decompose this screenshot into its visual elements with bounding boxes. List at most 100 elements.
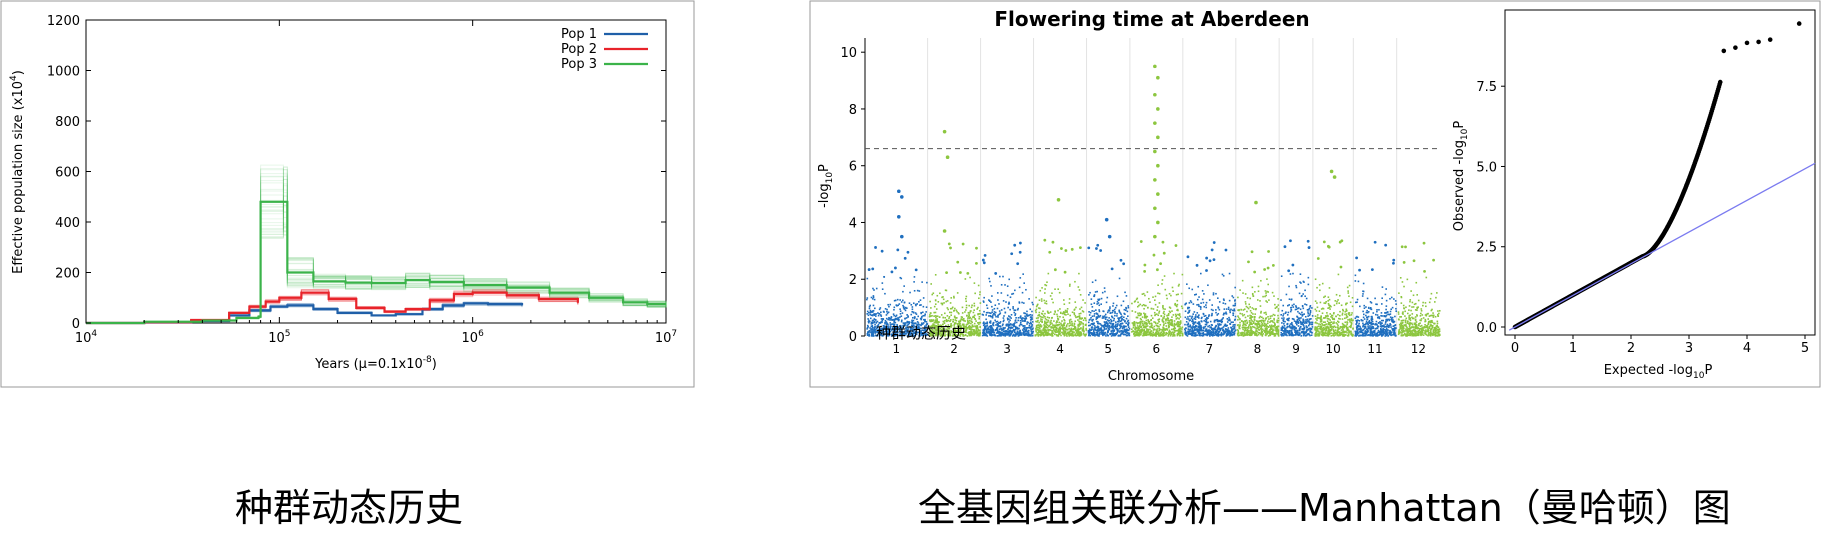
manhattan-point — [1307, 246, 1311, 249]
manhattan-point — [1308, 320, 1310, 322]
manhattan-point — [1110, 312, 1112, 314]
manhattan-point — [951, 307, 953, 310]
manhattan-point — [1191, 328, 1194, 330]
manhattan-point — [920, 332, 922, 335]
manhattan-point — [1302, 280, 1305, 283]
manhattan-point — [1233, 319, 1236, 321]
manhattan-point — [991, 316, 994, 319]
manhattan-point — [943, 334, 945, 337]
manhattan-point — [1167, 323, 1170, 325]
manhattan-point — [1209, 330, 1212, 332]
manhattan-point — [1281, 322, 1283, 324]
manhattan-point — [1114, 324, 1117, 327]
manhattan-point — [1119, 331, 1121, 333]
manhattan-point — [1092, 330, 1095, 333]
manhattan-point — [1110, 335, 1113, 337]
manhattan-point — [988, 299, 991, 302]
manhattan-point — [1108, 328, 1111, 331]
manhattan-point — [1019, 331, 1021, 333]
manhattan-point — [1286, 326, 1288, 329]
manhattan-point — [1030, 330, 1033, 333]
manhattan-point — [1125, 317, 1128, 320]
manhattan-point — [869, 311, 872, 313]
manhattan-point — [1093, 325, 1096, 327]
manhattan-point — [1006, 330, 1008, 333]
manhattan-point — [1069, 322, 1071, 325]
manhattan-point — [986, 335, 989, 337]
manhattan-point — [1214, 330, 1217, 333]
manhattan-point — [943, 329, 945, 331]
manhattan-point — [907, 316, 909, 318]
manhattan-point — [1172, 335, 1174, 337]
manhattan-point — [1044, 326, 1047, 329]
manhattan-point — [1046, 310, 1049, 313]
manhattan-point — [942, 327, 944, 330]
manhattan-point — [935, 324, 938, 327]
manhattan-point — [1261, 335, 1264, 337]
manhattan-point — [1166, 317, 1169, 319]
manhattan-point — [873, 328, 876, 331]
manhattan-point — [1199, 329, 1202, 332]
manhattan-point — [893, 326, 895, 328]
manhattan-point — [959, 335, 962, 337]
manhattan-point — [1010, 327, 1013, 329]
manhattan-point — [1302, 323, 1305, 326]
manhattan-point — [960, 326, 963, 329]
manhattan-point — [1179, 323, 1181, 326]
manhattan-point — [1217, 335, 1220, 337]
manhattan-point — [1074, 280, 1076, 283]
manhattan-point — [1139, 330, 1142, 333]
manhattan-point — [1114, 311, 1116, 313]
manhattan-point — [1296, 323, 1298, 326]
manhattan-point — [899, 325, 901, 327]
manhattan-point — [1051, 330, 1054, 332]
manhattan-point — [894, 315, 897, 318]
manhattan-point — [985, 322, 987, 325]
manhattan-point — [1210, 326, 1212, 328]
manhattan-point — [1291, 323, 1293, 326]
manhattan-point — [1310, 323, 1313, 326]
manhattan-point — [1128, 327, 1131, 330]
manhattan-point — [1045, 329, 1048, 332]
manhattan-point — [1066, 335, 1068, 337]
manhattan-point — [1305, 332, 1307, 334]
manhattan-point — [1074, 329, 1077, 332]
manhattan-point — [1138, 312, 1141, 314]
manhattan-point — [1222, 330, 1225, 332]
manhattan-point — [1342, 331, 1344, 334]
manhattan-point — [1091, 306, 1094, 308]
manhattan-point — [1265, 328, 1268, 331]
manhattan-point — [1346, 328, 1349, 331]
manhattan-point — [1215, 329, 1218, 332]
manhattan-point — [1309, 334, 1311, 337]
manhattan-point — [1036, 324, 1039, 327]
manhattan-point — [1275, 327, 1277, 329]
manhattan-point — [874, 307, 876, 310]
manhattan-point — [922, 314, 925, 317]
manhattan-point — [877, 328, 880, 331]
manhattan-point — [1091, 310, 1093, 312]
manhattan-point — [930, 312, 932, 314]
manhattan-point — [1036, 320, 1039, 322]
manhattan-point — [953, 295, 955, 298]
manhattan-point — [1273, 335, 1276, 337]
manhattan-point — [1238, 327, 1241, 329]
manhattan-point — [921, 334, 924, 337]
manhattan-point — [960, 316, 963, 318]
manhattan-point — [990, 330, 993, 333]
psmc-y-tick-label: 400 — [55, 216, 80, 231]
manhattan-point — [881, 282, 884, 284]
manhattan-point — [1306, 334, 1308, 336]
manhattan-point — [896, 318, 899, 321]
manhattan-point — [867, 318, 869, 320]
manhattan-point — [1307, 309, 1310, 311]
manhattan-point — [1141, 304, 1144, 307]
manhattan-point — [1137, 301, 1139, 304]
manhattan-point — [1197, 321, 1200, 323]
manhattan-point — [1228, 272, 1231, 275]
manhattan-point — [1014, 314, 1016, 317]
manhattan-point — [1000, 333, 1003, 336]
manhattan-point — [868, 305, 871, 308]
manhattan-point — [1259, 325, 1261, 327]
manhattan-point — [866, 277, 869, 280]
